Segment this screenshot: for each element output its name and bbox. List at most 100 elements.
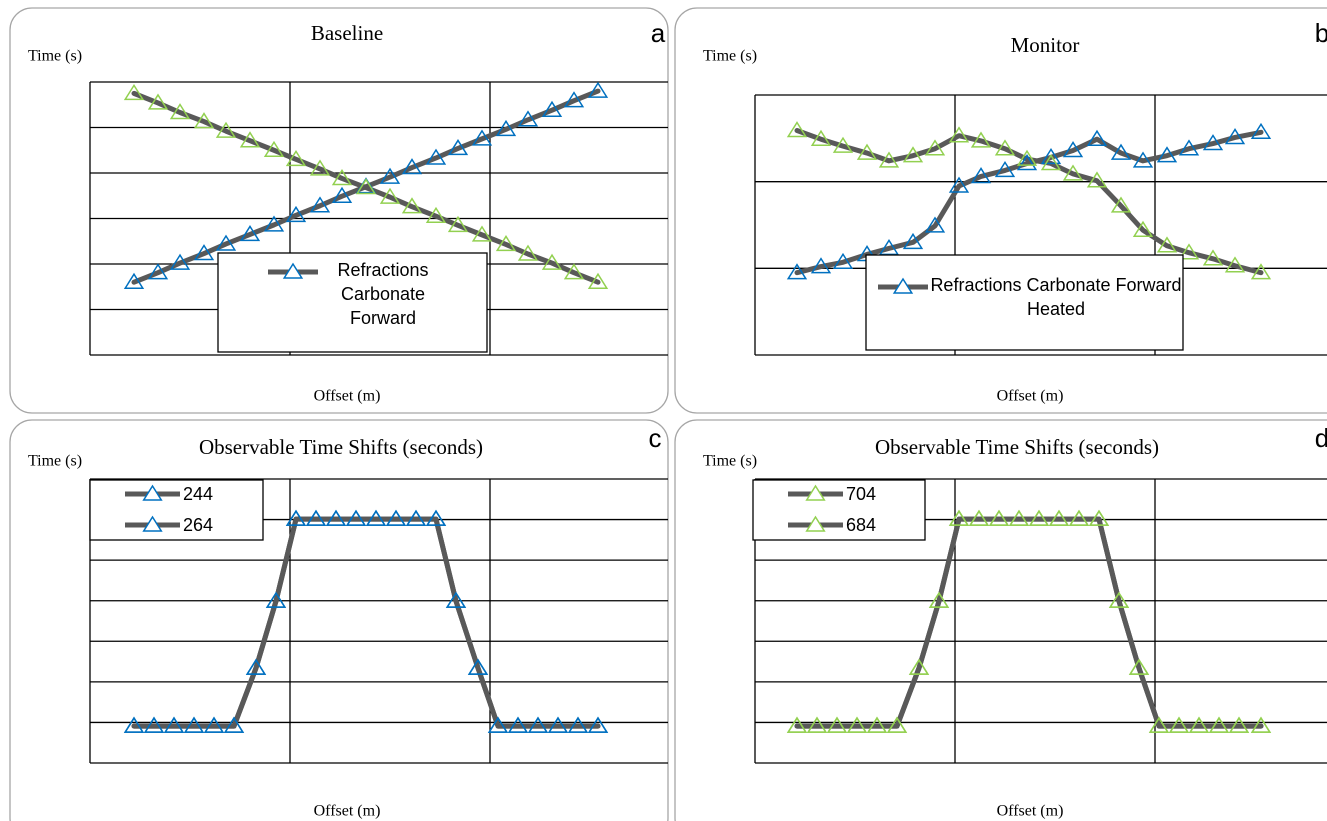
chart-title: Observable Time Shifts (seconds) [875,435,1159,459]
data-point [1202,249,1224,266]
chart-title: Baseline [311,21,383,45]
data-point [846,716,868,733]
legend-marker [142,515,163,532]
data-point [467,658,489,675]
data-point [878,151,900,168]
data-point [786,263,808,280]
data-point [832,136,854,153]
data-point [147,263,169,280]
data-point [563,91,585,108]
legend-box [752,479,926,541]
data-point [1028,509,1050,526]
data-point [1016,149,1038,166]
data-point [1156,146,1178,163]
data-point [487,716,509,733]
data-point [1128,658,1150,675]
data-point [425,206,447,223]
data-point [563,263,585,280]
data-point [495,235,517,252]
data-point [948,126,970,143]
legend-label: 244 [183,484,213,504]
legend-label: 264 [183,515,213,535]
data-point [1108,591,1130,608]
data-point [924,139,946,156]
data-point [970,131,992,148]
data-point [547,716,569,733]
data-point [1250,263,1272,280]
panel-label: b [1315,18,1327,48]
data-point [928,591,950,608]
data-point [924,216,946,233]
data-point [806,716,828,733]
data-point [147,93,169,110]
data-point [1086,171,1108,188]
data-point [285,509,307,526]
data-point [994,139,1016,156]
data-point [1040,147,1062,165]
data-point [355,178,377,195]
data-point [527,716,549,733]
panel [674,7,1327,414]
y-axis-label: Time (s) [28,48,82,65]
data-point [345,509,367,526]
data-point [1250,716,1272,733]
data-point [587,716,609,733]
data-point [309,196,331,213]
data-point [866,716,888,733]
data-point [425,509,447,526]
data-point [215,121,237,138]
data-point [786,716,808,733]
data-point [968,509,990,526]
data-point [1068,509,1090,526]
data-point [331,169,353,186]
data-point [123,716,145,733]
data-point [169,103,191,120]
data-point [826,716,848,733]
data-point [365,509,387,526]
data-point [1088,509,1110,526]
x-axis-label: Offset (m) [997,803,1064,820]
data-point [379,167,401,184]
data-point [810,129,832,146]
data-point [1148,716,1170,733]
data-point [1250,122,1272,140]
legend-text-box: Refractions Carbonate Forward [337,260,428,328]
data-point [1110,143,1132,160]
data-point [507,716,529,733]
data-point [143,716,165,733]
data-point [169,253,191,270]
data-point [1178,243,1200,260]
data-point [517,244,539,261]
data-point [305,509,327,526]
data-point [405,509,427,526]
y-axis-label: Time (s) [28,453,82,470]
data-point [1086,129,1108,146]
data-point [902,232,924,250]
data-point [1202,134,1224,151]
data-point [385,509,407,526]
panel-label: c [649,423,662,453]
data-point [541,100,563,117]
data-point [263,140,285,157]
legend-box [89,479,264,541]
legend-box [865,254,1184,351]
data-point [285,149,307,167]
data-point [123,83,145,101]
data-point [886,716,908,733]
y-axis-label: Time (s) [703,453,757,470]
legend-marker [805,484,826,501]
data-point [193,112,215,129]
data-point [401,158,423,175]
data-point [471,129,493,146]
y-axis-label: Time (s) [703,48,757,65]
series-line [131,516,601,729]
data-point [1132,151,1154,168]
data-point [203,716,225,733]
data-point [263,215,285,232]
data-point [239,131,261,148]
data-point [517,110,539,127]
data-point [1228,716,1250,733]
data-point [1040,154,1062,171]
legend-label: 704 [846,484,876,504]
